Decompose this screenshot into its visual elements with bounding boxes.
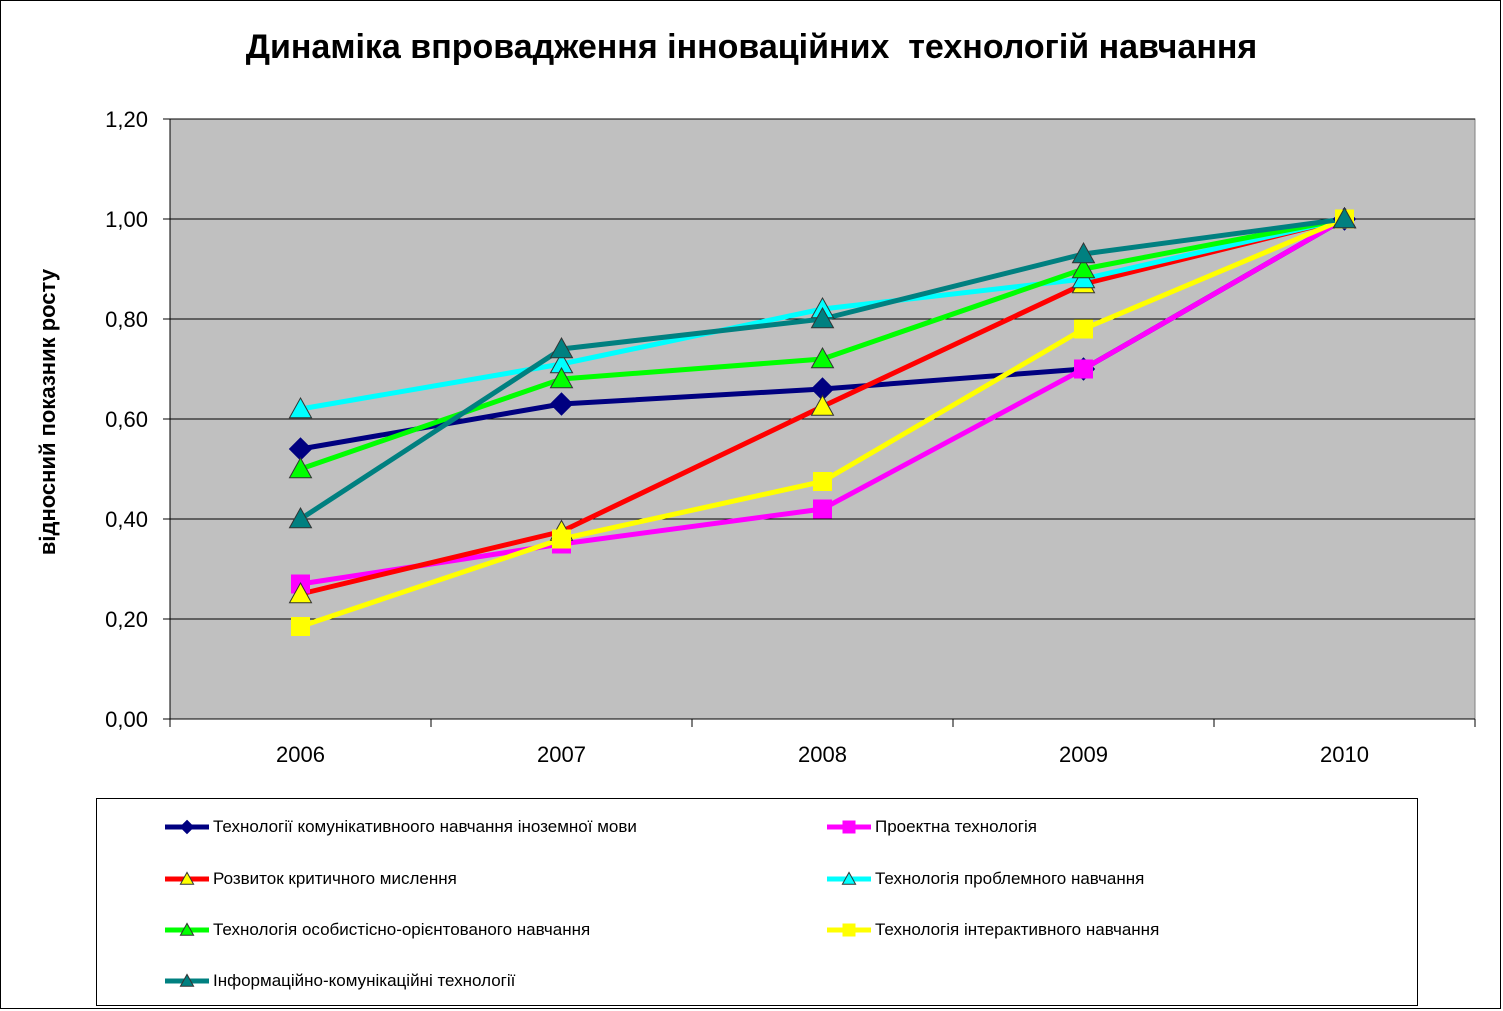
data-point [288,581,313,604]
legend: Технології комунікативноого навчання іно… [96,798,1418,1006]
x-tick-label: 2009 [1059,742,1108,767]
legend-item: Розвиток критичного мислення [163,867,457,891]
x-tick-label: 2008 [798,742,847,767]
legend-label: Проектна технологія [875,817,1037,836]
data-point [1332,206,1357,229]
legend-item: Інформаційно-комунікаційні технології [163,969,515,993]
data-point [1071,241,1096,264]
y-tick-label: 0,60 [105,407,148,432]
data-point [549,366,574,389]
legend-swatch-marker [179,922,195,936]
data-point [813,472,832,491]
y-tick-label: 1,00 [105,207,148,232]
data-point [288,456,313,479]
legend-swatch [827,871,871,885]
plot-area: 0,00 0,20 0,40 0,60 0,80 1,00 1,20 2006 2007 2008… [105,107,1476,767]
data-point [549,336,574,359]
x-tick-label: 2006 [276,742,325,767]
legend-item: Технологія проблемного навчання [825,867,1144,891]
x-tick-label: 2007 [537,742,586,767]
data-point [810,394,835,416]
legend-label: Інформаційно-комунікаційні технології [213,971,516,990]
data-point [813,499,832,519]
legend-label: Технологія інтерактивного навчання [875,920,1160,939]
chart-title: Динаміка впровадження інноваційних техно… [245,28,1258,66]
data-point [810,346,835,369]
legend-label: Технології комунікативноого навчання іно… [213,817,637,836]
legend-swatch [827,820,871,834]
y-tick-label: 1,20 [105,107,148,132]
data-point [288,506,313,529]
x-tick-label: 2010 [1320,742,1369,767]
data-point [1074,359,1093,379]
legend-swatch [165,922,209,936]
y-tick-label: 0,00 [105,707,148,732]
legend-item: Технологія особистісно-орієнтованого нав… [163,918,590,942]
data-point [552,529,571,549]
legend-swatch-marker [179,871,195,885]
legend-swatch [165,819,209,835]
legend-item: Проектна технологія [825,815,1037,839]
legend-swatch-marker [841,871,857,885]
legend-label: Розвиток критичного мислення [213,869,457,888]
y-tick-label: 0,80 [105,307,148,332]
data-point [810,306,835,329]
legend-swatch [827,923,871,937]
legend-item: Технології комунікативноого навчання іно… [163,815,637,839]
data-point [291,617,310,636]
data-point [549,392,574,416]
legend-label: Технологія проблемного навчання [875,869,1145,888]
legend-item: Технологія інтерактивного навчання [825,918,1159,942]
legend-label: Технологія особистісно-орієнтованого нав… [213,920,591,939]
legend-swatch-marker [842,820,856,834]
legend-swatch [165,871,209,885]
legend-swatch-marker [842,923,856,937]
legend-swatch-marker [179,819,195,835]
y-tick-label: 0,20 [105,607,148,632]
data-point [288,396,313,419]
data-point [1074,319,1093,339]
legend-swatch [165,973,209,987]
data-point [1071,256,1096,279]
y-tick-label: 0,40 [105,507,148,532]
legend-swatch-marker [179,973,195,987]
